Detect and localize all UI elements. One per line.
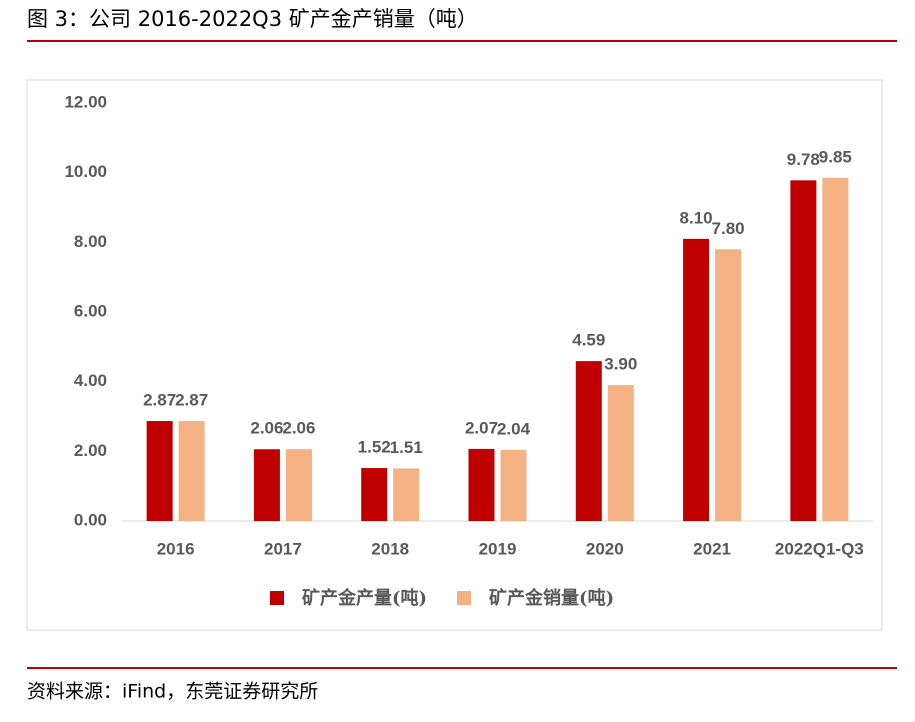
x-tick-label: 2020 [586, 539, 624, 558]
data-label: 2.06 [282, 419, 315, 438]
y-tick-label: 10.00 [64, 162, 107, 181]
y-tick-label: 12.00 [64, 92, 107, 111]
bar [790, 180, 817, 521]
x-tick-label: 2022Q1-Q3 [775, 539, 864, 558]
data-label: 1.51 [390, 438, 423, 457]
data-label: 9.78 [787, 150, 820, 169]
source: 资料来源：iFind，东莞证券研究所 [27, 681, 318, 703]
chart-frame [26, 79, 883, 631]
data-label: 7.80 [712, 219, 745, 238]
bar [146, 421, 173, 521]
chart-title: 图 3：公司 2016-2022Q3 矿产金产销量（吨） [27, 7, 478, 31]
y-tick-label: 0.00 [74, 510, 107, 529]
data-label: 9.85 [819, 147, 852, 166]
data-label: 4.59 [572, 331, 605, 350]
legend-swatch [270, 591, 284, 605]
x-tick-label: 2021 [693, 539, 731, 558]
bar [178, 421, 205, 521]
data-label: 8.10 [680, 208, 713, 227]
bar [468, 448, 495, 521]
data-label: 2.87 [175, 391, 208, 410]
bar [683, 238, 710, 521]
y-tick-label: 8.00 [74, 232, 107, 251]
y-tick-label: 2.00 [74, 441, 107, 460]
bar [500, 449, 527, 521]
legend-swatch [457, 591, 472, 605]
data-label: 2.06 [250, 419, 283, 438]
x-tick-label: 2019 [479, 539, 517, 558]
bar [822, 177, 849, 521]
bar [575, 361, 602, 521]
data-label: 2.04 [497, 419, 531, 438]
legend-label: 矿产金产量(吨) [302, 587, 427, 609]
bar [393, 468, 420, 521]
data-label: 3.90 [604, 355, 637, 374]
data-label: 1.52 [358, 438, 391, 457]
x-tick-label: 2016 [157, 539, 195, 558]
y-tick-label: 4.00 [74, 371, 107, 390]
data-label: 2.07 [465, 418, 498, 437]
data-label: 2.87 [143, 391, 176, 410]
legend-label: 矿产金销量(吨) [489, 587, 614, 609]
x-tick-label: 2018 [371, 539, 409, 558]
bar [607, 385, 634, 521]
bar [285, 449, 312, 521]
bar [715, 249, 742, 522]
bar [361, 468, 388, 521]
bar [253, 449, 280, 521]
x-tick-label: 2017 [264, 539, 302, 558]
y-tick-label: 6.00 [74, 301, 107, 320]
